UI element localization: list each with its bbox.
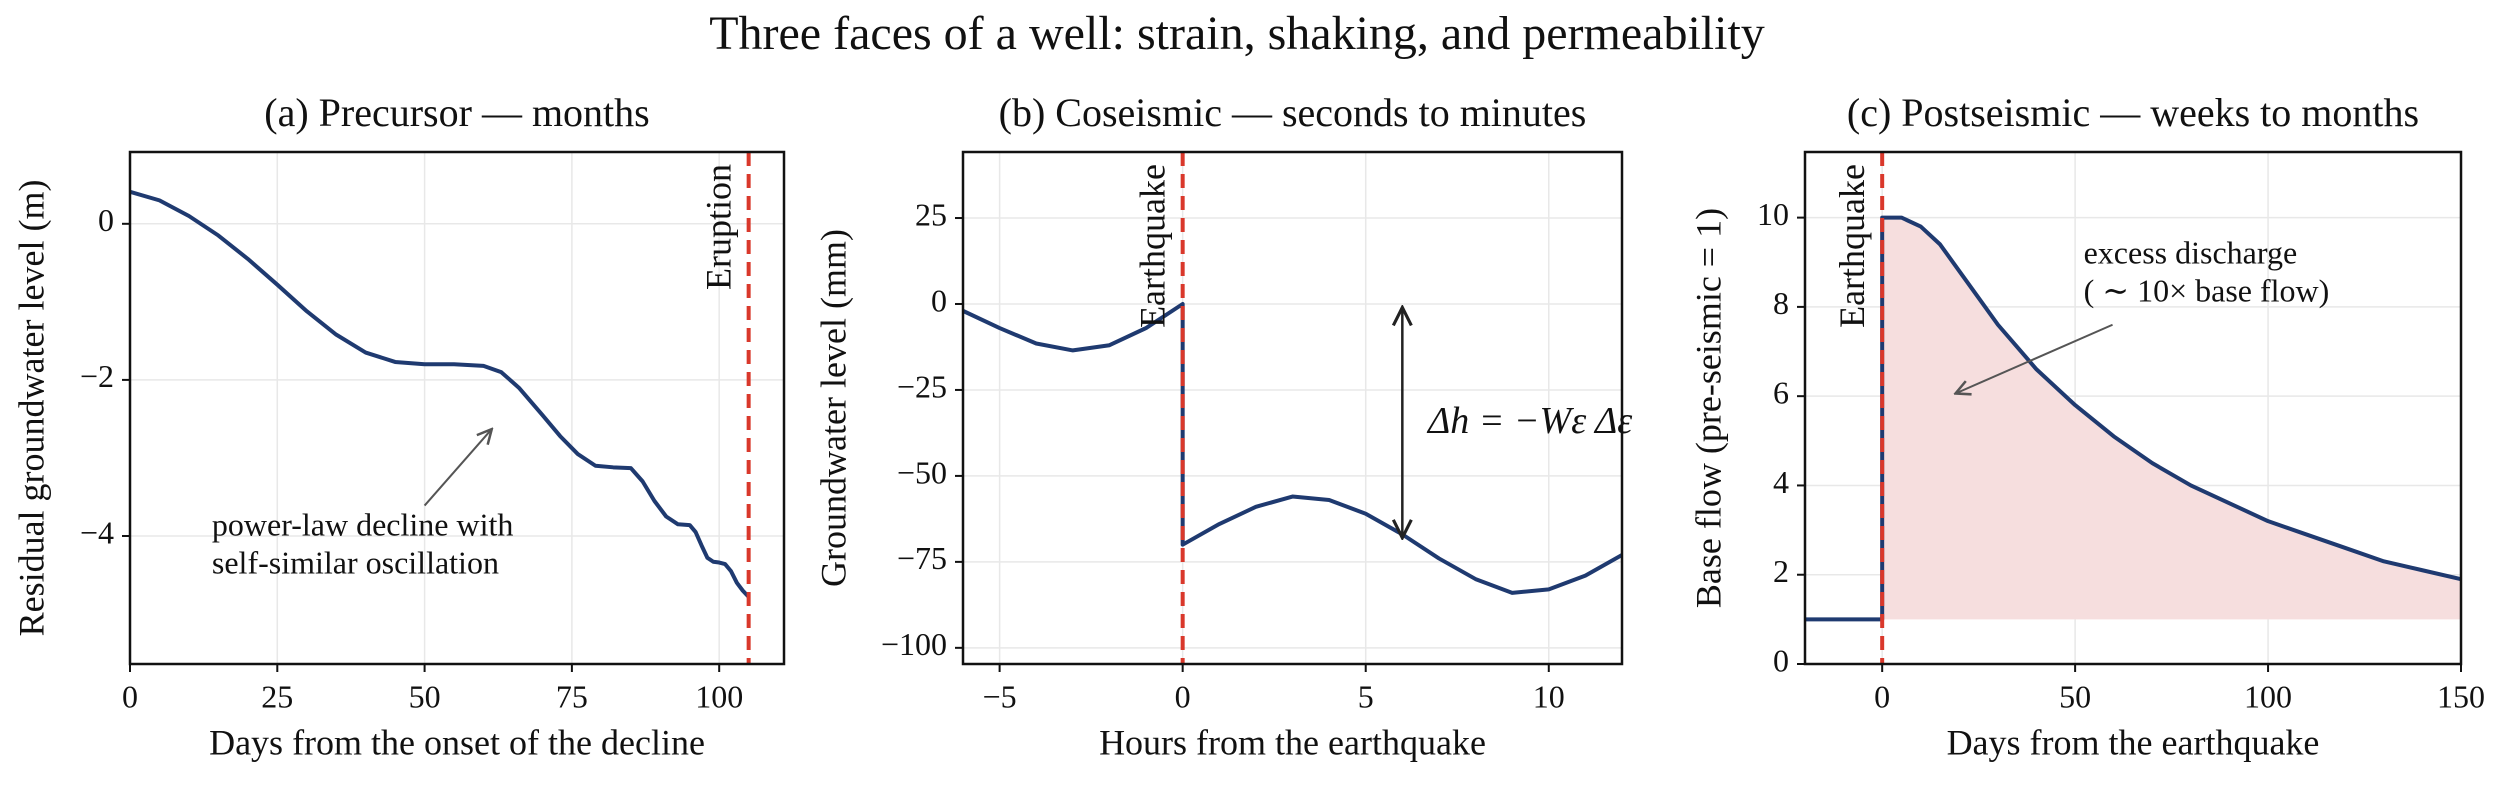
y-tick-label: 8: [1773, 285, 1789, 321]
y-tick-label: 4: [1773, 464, 1789, 500]
y-tick-label: −50: [897, 454, 947, 490]
panel: 0 25 50 75 100 −4 −2 0 Eruption power-law decline…: [11, 90, 786, 762]
x-axis-label: Days from the onset of the decline: [209, 722, 705, 762]
annotation-text: self-similar oscillation: [212, 545, 499, 581]
x-axis-label: Days from the earthquake: [1947, 722, 2320, 762]
y-tick-label: 0: [98, 202, 114, 238]
panel-title: (a) Precursor — months: [264, 90, 649, 135]
x-tick-label: 50: [2059, 678, 2091, 714]
figure-title: Three faces of a well: strain, shaking, …: [709, 7, 1765, 60]
y-tick-label: −100: [881, 626, 947, 662]
x-tick-label: 100: [695, 678, 743, 714]
x-tick-label: 0: [122, 678, 138, 714]
x-tick-label: 0: [1175, 678, 1191, 714]
line-series: [963, 301, 1622, 595]
annotation-text: Δh = −Wε Δε: [1426, 400, 1632, 442]
annotation-arrow: [1955, 323, 2113, 394]
y-tick-label: 0: [931, 282, 947, 318]
y-tick-label: −75: [897, 540, 947, 576]
x-tick-label: 10: [1533, 678, 1565, 714]
y-tick-label: 10: [1757, 196, 1789, 232]
event-label: Eruption: [699, 164, 739, 290]
y-axis-label: Base flow (pre-seismic = 1): [1688, 208, 1728, 608]
annotation-arrow: [423, 429, 492, 507]
x-tick-label: 100: [2244, 678, 2292, 714]
x-tick-label: 5: [1358, 678, 1374, 714]
panel-title: (b) Coseismic — seconds to minutes: [999, 90, 1587, 135]
y-tick-label: 2: [1773, 553, 1789, 589]
x-tick-label: −5: [983, 678, 1017, 714]
axes-frame: [961, 150, 1624, 666]
x-tick-label: 150: [2437, 678, 2485, 714]
area-fill: [1882, 217, 2461, 620]
x-tick-label: 75: [556, 678, 588, 714]
y-tick-label: −2: [80, 358, 114, 394]
x-tick-label: 25: [261, 678, 293, 714]
line-series: [1805, 215, 2461, 622]
y-axis-label: Residual groundwater level (m): [11, 180, 51, 637]
annotation-text: ( ∼ 10× base flow): [2084, 272, 2330, 308]
y-tick-label: −4: [80, 514, 114, 550]
x-axis-label: Hours from the earthquake: [1099, 722, 1486, 762]
event-label: Earthquake: [1133, 164, 1173, 328]
panel: 0 50 100 150 0 2 4 6 8 10 Earthquake excess dischar…: [1688, 90, 2485, 762]
axes-frame: [1803, 150, 2463, 666]
x-tick-label: 50: [409, 678, 441, 714]
y-axis-label: Groundwater level (mm): [813, 229, 853, 587]
annotation-text: excess discharge: [2084, 234, 2298, 270]
y-tick-label: −25: [897, 368, 947, 404]
axes-frame: [128, 150, 786, 666]
panel-title: (c) Postseismic — weeks to months: [1847, 90, 2419, 135]
event-label: Earthquake: [1832, 164, 1872, 328]
y-tick-label: 25: [915, 196, 947, 232]
line-series: [130, 189, 751, 599]
y-tick-label: 0: [1773, 642, 1789, 678]
annotation-text: power-law decline with: [212, 507, 513, 543]
x-tick-label: 0: [1874, 678, 1890, 714]
y-tick-label: 6: [1773, 375, 1789, 411]
